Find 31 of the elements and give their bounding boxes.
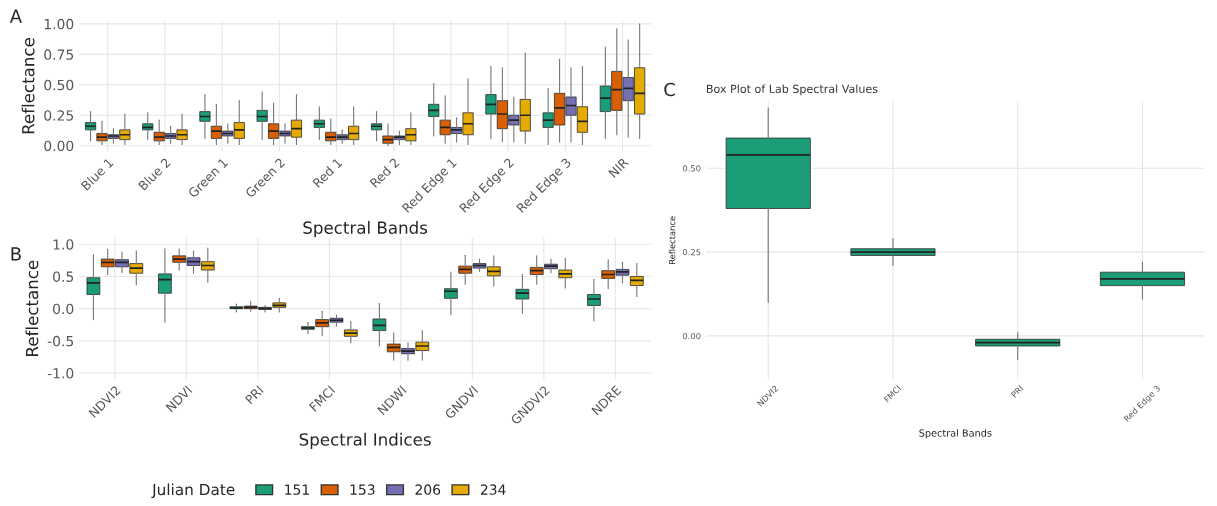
x-tick-label: PRI: [244, 385, 264, 405]
x-tick-label: NIR: [608, 157, 629, 178]
y-tick-label: -0.5: [47, 335, 74, 347]
y-tick-label: -1.0: [47, 368, 74, 379]
text: A: [9, 9, 22, 23]
x-axis-title: Spectral Bands: [919, 429, 992, 439]
text: B: [11, 247, 21, 261]
text: C: [664, 82, 675, 97]
legend-label: 234: [480, 484, 506, 495]
x-tick-label: PRI: [1010, 385, 1024, 398]
y-tick-label: 1.00: [44, 18, 74, 30]
x-axis-title: Spectral Bands: [303, 221, 428, 238]
y-tick-label: 0.50: [44, 79, 74, 91]
y-tick-label: 1.0: [53, 239, 74, 250]
y-axis-title: Reflectance: [21, 38, 35, 134]
y-tick-label: 0.5: [53, 271, 74, 282]
y-tick-label: 0.0: [53, 303, 74, 315]
legend-label: 206: [415, 484, 441, 495]
y-tick-label: 0.50: [682, 165, 701, 172]
y-tick-label: 0.25: [44, 110, 74, 121]
y-tick-label: 0.75: [44, 49, 74, 60]
legend-title: Julian Date: [151, 483, 235, 499]
x-axis-title: Spectral Indices: [299, 432, 431, 449]
y-tick-label: 0.00: [682, 332, 701, 340]
chart-title: Box Plot of Lab Spectral Values: [706, 84, 878, 96]
y-tick-label: 0.00: [44, 140, 74, 152]
y-tick-label: 0.25: [682, 249, 701, 256]
legend-label: 151: [285, 484, 309, 495]
y-axis-title: Reflectance: [668, 216, 676, 264]
legend-label: 153: [350, 484, 375, 495]
y-axis-title: Reflectance: [25, 260, 39, 356]
